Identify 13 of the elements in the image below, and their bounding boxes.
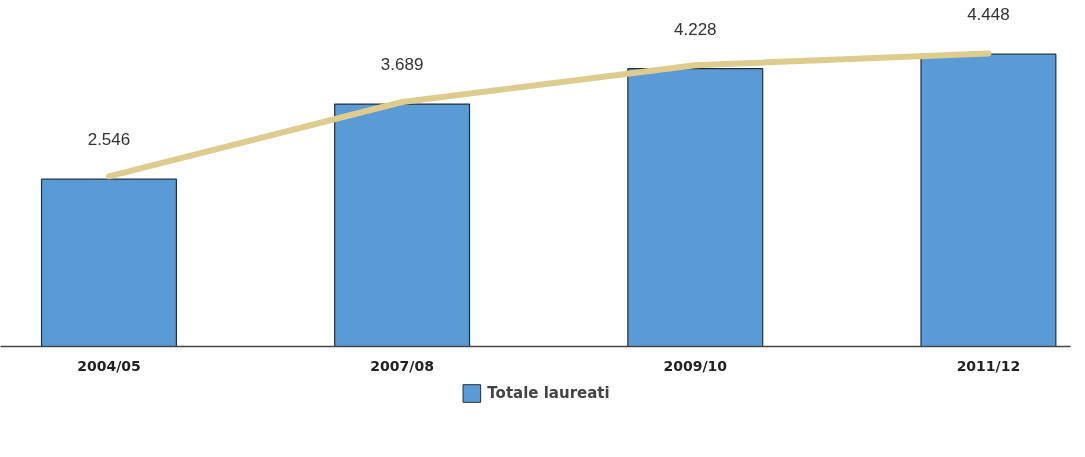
data-label: 4.228 (674, 19, 717, 39)
legend-label: Totale laureati (487, 384, 610, 402)
x-tick-label: 2011/12 (956, 357, 1021, 374)
bar (920, 53, 1057, 347)
data-label: 4.448 (967, 5, 1010, 25)
x-tick-label: 2004/05 (77, 357, 141, 374)
data-label: 2.546 (87, 130, 131, 150)
data-label: 3.689 (380, 55, 424, 75)
x-tick-label: 2009/10 (663, 357, 728, 374)
x-tick-label: 2007/08 (370, 357, 434, 374)
bar (40, 178, 177, 347)
bar (627, 68, 764, 347)
bar (334, 103, 471, 347)
